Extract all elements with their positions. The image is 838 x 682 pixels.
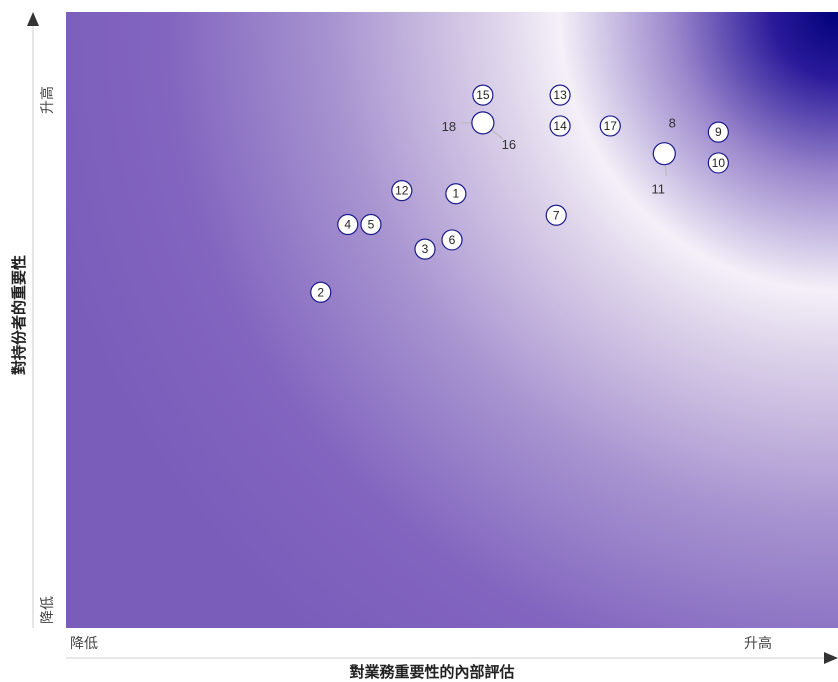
point-label-14: 14 xyxy=(553,119,567,133)
point-label-16: 16 xyxy=(502,137,516,152)
point-label-2: 2 xyxy=(317,285,324,299)
y-axis-title: 對持份者的重要性 xyxy=(10,255,28,375)
point-label-18: 18 xyxy=(442,119,456,134)
point-label-17: 17 xyxy=(604,119,618,133)
y-axis-low-label: 降低 xyxy=(40,596,56,624)
point-marker-8 xyxy=(652,142,676,166)
point-label-11: 11 xyxy=(652,182,666,197)
point-marker-9 xyxy=(707,121,729,143)
point-marker-17 xyxy=(599,115,621,137)
point-marker-10 xyxy=(707,152,729,174)
point-marker-6 xyxy=(441,229,463,251)
point-marker-7 xyxy=(545,204,567,226)
point-marker-3 xyxy=(414,238,436,260)
point-marker-15 xyxy=(472,84,494,106)
x-axis-arrow xyxy=(824,652,838,664)
point-marker-5 xyxy=(360,213,382,236)
point-label-8: 8 xyxy=(669,116,676,131)
point-label-3: 3 xyxy=(422,242,429,256)
x-axis-high-label: 升高 xyxy=(744,635,772,652)
plot-background xyxy=(66,12,838,628)
point-marker-16 xyxy=(471,111,495,135)
point-label-9: 9 xyxy=(715,125,722,139)
point-label-7: 7 xyxy=(553,208,560,222)
point-label-10: 10 xyxy=(712,156,726,170)
point-label-13: 13 xyxy=(553,88,567,102)
point-marker-1 xyxy=(445,183,467,205)
x-axis-low-label: 降低 xyxy=(70,636,98,652)
point-label-12: 12 xyxy=(395,184,409,198)
point-marker-13 xyxy=(549,84,571,106)
point-marker-14 xyxy=(549,115,571,137)
point-label-6: 6 xyxy=(449,233,456,247)
point-label-15: 15 xyxy=(476,88,490,102)
y-axis-high-label: 升高 xyxy=(39,86,56,114)
point-marker-12 xyxy=(391,180,413,202)
point-label-5: 5 xyxy=(368,218,375,232)
point-label-4: 4 xyxy=(344,218,351,232)
point-marker-2 xyxy=(310,281,332,303)
point-marker-4 xyxy=(337,213,359,236)
y-axis-arrow xyxy=(27,12,39,26)
x-axis-title: 對業務重要性的內部評估 xyxy=(349,663,514,681)
point-label-1: 1 xyxy=(453,187,460,201)
